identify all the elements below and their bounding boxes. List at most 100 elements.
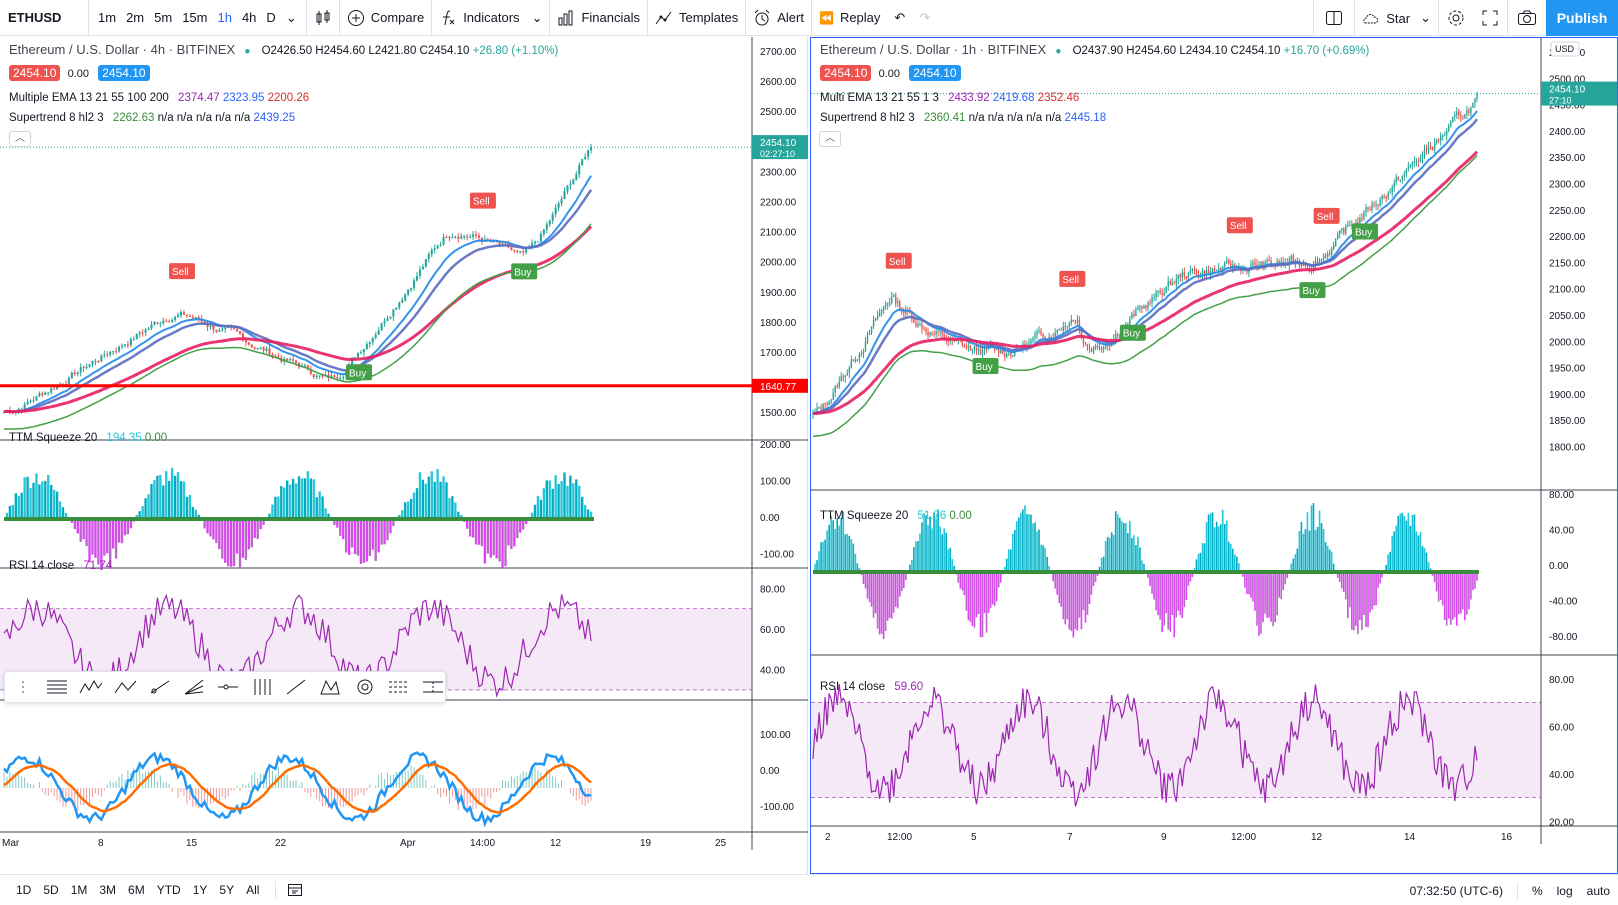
alert-button[interactable]: Alert — [746, 0, 811, 36]
indicators-button[interactable]: Indicators ⌄ — [432, 0, 549, 36]
ttm-bar — [1203, 543, 1206, 572]
percent-toggle[interactable]: % — [1531, 883, 1543, 898]
horizontal-ray-icon[interactable] — [216, 675, 240, 700]
chevron-down-icon[interactable]: ⌄ — [531, 9, 543, 25]
chevron-down-icon[interactable]: ⌄ — [1420, 10, 1431, 25]
left-ema-legend[interactable]: Multiple EMA 13 21 55 100 200 2374.47 23… — [9, 92, 309, 104]
range-all[interactable]: All — [246, 883, 260, 897]
replay-button[interactable]: ⏪ Replay — [812, 0, 887, 36]
range-5d[interactable]: 5D — [43, 883, 59, 897]
left-chart[interactable]: 2700.002600.002500.002400.002300.002200.… — [0, 37, 808, 874]
right-supertrend-legend[interactable]: Supertrend 8 hl2 3 2360.41 n/a n/a n/a n… — [820, 112, 1106, 124]
macd-histogram-bar — [516, 775, 518, 788]
candle-body — [578, 165, 581, 175]
bar-chart-icon — [558, 10, 573, 25]
snapshot-button[interactable] — [1508, 0, 1546, 36]
right-chart[interactable]: 2550.002500.002450.002400.002350.002300.… — [810, 37, 1618, 874]
right-ask[interactable]: 2454.10 — [909, 65, 961, 81]
goto-date-icon[interactable] — [286, 882, 304, 898]
left-chart-canvas[interactable]: 2700.002600.002500.002400.002300.002200.… — [0, 37, 808, 874]
left-ttm-legend[interactable]: TTM Squeeze 20 194.35 0.00 — [9, 432, 167, 444]
range-1y[interactable]: 1Y — [192, 883, 208, 897]
ttm-bar — [589, 511, 593, 519]
right-rsi-legend[interactable]: RSI 14 close 59.60 — [820, 681, 923, 693]
auto-toggle[interactable]: auto — [1586, 883, 1610, 898]
ttm-bar — [23, 477, 26, 519]
range-5y[interactable]: 5Y — [219, 883, 235, 897]
price-range-icon[interactable] — [421, 675, 445, 700]
left-rsi-legend[interactable]: RSI 14 close 71.74 — [9, 560, 112, 572]
tf-2m[interactable]: 2m — [126, 10, 145, 25]
ttm-bar — [1016, 521, 1018, 572]
fib-retracement-icon[interactable] — [45, 675, 69, 700]
collapse-legend-button[interactable]: ︿ — [819, 131, 841, 147]
macd-histogram-bar — [30, 783, 32, 788]
macd-histogram-bar — [363, 788, 365, 796]
left-supertrend-legend[interactable]: Supertrend 8 hl2 3 2262.63 n/a n/a n/a n… — [9, 112, 295, 124]
ttm-bar — [471, 519, 475, 538]
time-axis-label: 22 — [275, 838, 287, 849]
ttm-bar — [884, 572, 887, 631]
range-1d[interactable]: 1D — [16, 883, 32, 897]
tf-4h[interactable]: 4h — [241, 10, 257, 25]
range-6m[interactable]: 6M — [128, 883, 145, 897]
macd-histogram-bar — [27, 782, 29, 788]
elliott-wave-icon[interactable] — [79, 675, 103, 700]
xabcd-pattern-icon[interactable] — [318, 675, 342, 700]
right-chart-canvas[interactable]: 2550.002500.002450.002400.002350.002300.… — [811, 38, 1617, 873]
right-ttm-legend[interactable]: TTM Squeeze 20 51.76 0.00 — [820, 510, 972, 522]
drag-handle-icon[interactable] — [11, 675, 35, 700]
brush-icon[interactable] — [148, 675, 172, 700]
tf-5m[interactable]: 5m — [154, 10, 173, 25]
ttm-bar — [1264, 572, 1266, 614]
templates-button[interactable]: Templates — [648, 0, 745, 36]
right-bid[interactable]: 2454.10 — [820, 65, 872, 81]
collapse-legend-button[interactable]: ︿ — [9, 131, 31, 147]
fib-spiral-icon[interactable] — [353, 675, 377, 700]
pitchfork-icon[interactable] — [182, 675, 206, 700]
star-button[interactable]: Star ⌄ — [1355, 0, 1438, 36]
redo-icon[interactable]: ↷ — [919, 9, 931, 25]
ttm-bar — [1425, 552, 1428, 572]
left-ask[interactable]: 2454.10 — [98, 65, 150, 81]
rsi-axis-label: 20.00 — [1549, 817, 1574, 828]
left-bid[interactable]: 2454.10 — [9, 65, 61, 81]
tf-15m[interactable]: 15m — [182, 10, 208, 25]
ttm-bar — [315, 497, 318, 519]
channel-icon[interactable] — [387, 675, 411, 700]
fullscreen-button[interactable] — [1473, 0, 1507, 36]
candle-body — [424, 259, 427, 267]
vertical-lines-icon[interactable] — [250, 675, 274, 700]
symbol-search[interactable]: ETHUSD — [8, 10, 62, 25]
macd-histogram-bar — [251, 774, 253, 788]
price-axis-label: 2200.00 — [760, 198, 797, 209]
range-1m[interactable]: 1M — [70, 883, 88, 897]
undo-icon[interactable]: ↶ — [894, 9, 906, 25]
abc-pattern-icon[interactable] — [113, 675, 137, 700]
chevron-down-icon[interactable]: ⌄ — [285, 9, 297, 25]
candle-body — [1094, 345, 1097, 349]
macd-histogram-bar — [286, 774, 288, 788]
settings-button[interactable] — [1439, 0, 1473, 36]
trend-line-icon[interactable] — [284, 675, 308, 700]
layout-button[interactable] — [1314, 0, 1354, 36]
right-ema-legend[interactable]: Multi EMA 13 21 55 1 3 2433.92 2419.68 2… — [820, 92, 1079, 104]
alert-label: Alert — [777, 10, 804, 25]
clock[interactable]: 07:32:50 (UTC-6) — [1409, 883, 1503, 898]
log-toggle[interactable]: log — [1556, 883, 1573, 898]
timeframe-group: 1m 2m 5m 15m 1h 4h D ⌄ — [89, 0, 306, 36]
chart-type-button[interactable] — [307, 0, 339, 36]
candle-body — [1030, 340, 1032, 344]
tf-1h[interactable]: 1h — [217, 10, 232, 25]
range-3m[interactable]: 3M — [99, 883, 117, 897]
tf-d[interactable]: D — [266, 10, 276, 25]
macd-histogram-bar — [3, 771, 5, 788]
financials-button[interactable]: Financials — [550, 0, 647, 36]
macd-histogram-bar — [389, 775, 391, 788]
tf-1m[interactable]: 1m — [98, 10, 117, 25]
right-ttm-value-2: 0.00 — [949, 510, 972, 522]
publish-button[interactable]: Publish — [1546, 0, 1618, 36]
compare-button[interactable]: Compare — [340, 0, 431, 36]
candle-body — [870, 326, 873, 333]
range-ytd[interactable]: YTD — [156, 883, 181, 897]
